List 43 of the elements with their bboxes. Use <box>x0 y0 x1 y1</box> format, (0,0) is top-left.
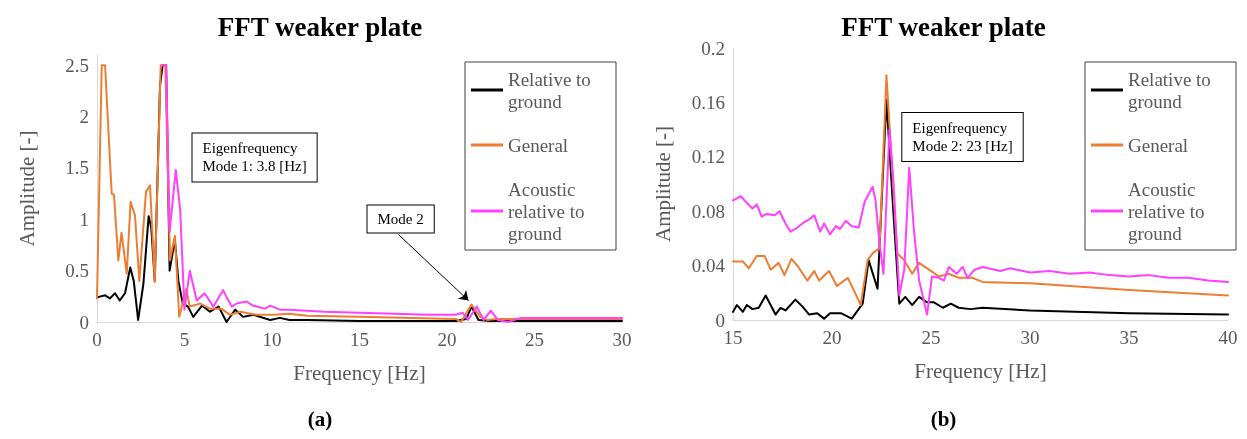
legend-label: Acoustic relative to ground <box>1128 178 1210 244</box>
legend-label: General <box>1128 134 1189 156</box>
annotation: Eigenfrequency Mode 1: 3.8 [Hz] <box>202 140 307 175</box>
line-series <box>732 74 1229 307</box>
legend-label: Acoustic relative to ground <box>508 178 590 244</box>
annotation: Eigenfrequency Mode 2: 23 [Hz] <box>912 119 1013 154</box>
y-tick-label: 1.5 <box>65 157 89 179</box>
x-axis-title: Frequency [Hz] <box>293 360 426 385</box>
y-tick-label: 0.04 <box>691 255 726 277</box>
y-tick-label: 0.5 <box>65 260 89 282</box>
y-tick-label: 0.12 <box>691 146 725 168</box>
legend-label: Relative to ground <box>1128 68 1216 112</box>
text: (b) <box>930 406 957 431</box>
y-axis-title: Amplitude [-] <box>650 125 675 243</box>
legend-label: Relative to ground <box>508 68 596 112</box>
x-tick-label: 20 <box>437 329 457 350</box>
y-tick-label: 0.2 <box>701 37 725 59</box>
x-tick-label: 10 <box>262 329 282 350</box>
x-tick-label: 15 <box>350 329 369 350</box>
y-tick-label: 2.5 <box>65 54 89 76</box>
x-tick-label: 25 <box>525 329 544 350</box>
x-tick-label: 30 <box>1020 327 1040 348</box>
x-tick-label: 5 <box>179 329 190 350</box>
y-tick-label: 0.08 <box>691 200 725 222</box>
y-tick-label: 2 <box>79 106 89 128</box>
x-tick-label: 20 <box>822 327 842 348</box>
chart-title: FFT weaker plate <box>841 11 1046 42</box>
y-tick-label: 0 <box>715 309 725 331</box>
x-tick-label: 25 <box>921 327 941 348</box>
x-tick-label: 35 <box>1119 327 1139 348</box>
annotation: Mode 2 <box>377 211 424 228</box>
legend-label: General <box>508 134 569 156</box>
x-tick-label: 40 <box>1218 327 1238 348</box>
y-axis-title: Amplitude [-] <box>14 130 39 247</box>
chart-title: FFT weaker plate <box>217 11 423 42</box>
x-tick-label: 30 <box>612 329 632 350</box>
x-tick-label: 15 <box>723 327 743 348</box>
y-tick-label: 1 <box>79 208 89 230</box>
text: (a) <box>307 406 333 431</box>
y-tick-label: 0.16 <box>691 91 725 113</box>
x-tick-label: 0 <box>92 329 102 350</box>
x-axis-title: Frequency [Hz] <box>914 358 1047 383</box>
y-tick-label: 0 <box>79 311 89 333</box>
